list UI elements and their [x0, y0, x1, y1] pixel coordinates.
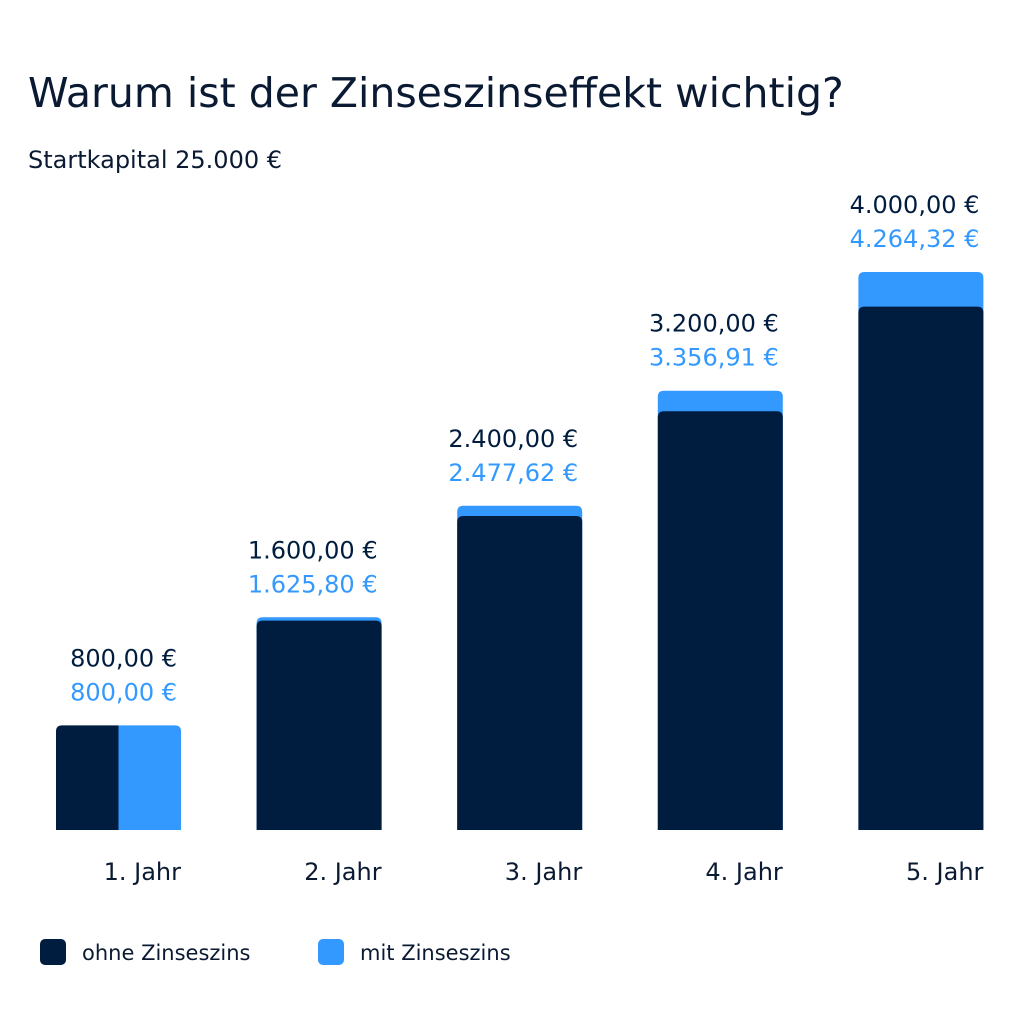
bar: [256, 620, 382, 830]
bar: [56, 725, 119, 830]
legend-swatch: [40, 939, 66, 965]
x-tick-label: 1. Jahr: [104, 858, 182, 886]
value-label: 4.264,32 €: [850, 225, 980, 253]
legend-label: mit Zinseszins: [360, 941, 511, 965]
value-label: 3.200,00 €: [649, 310, 779, 338]
value-label: 1.625,80 €: [248, 570, 378, 598]
value-label: 4.000,00 €: [850, 191, 980, 219]
x-tick-label: 3. Jahr: [505, 858, 583, 886]
legend-label: ohne Zinseszins: [82, 941, 251, 965]
x-tick-label: 2. Jahr: [304, 858, 382, 886]
chart-title: Warum ist der Zinseszinseffekt wichtig?: [28, 69, 844, 117]
value-label: 800,00 €: [70, 678, 177, 706]
x-tick-label: 5. Jahr: [906, 858, 984, 886]
bar: [657, 411, 783, 830]
value-label: 2.477,62 €: [448, 459, 578, 487]
legend-swatch: [318, 939, 344, 965]
x-tick-label: 4. Jahr: [705, 858, 783, 886]
value-label: 1.600,00 €: [248, 536, 378, 564]
value-label: 800,00 €: [70, 644, 177, 672]
value-label: 3.356,91 €: [649, 344, 779, 372]
bar: [457, 515, 583, 830]
bar: [858, 306, 984, 830]
bar: [118, 725, 181, 830]
value-label: 2.400,00 €: [448, 425, 578, 453]
chart-subtitle: Startkapital 25.000 €: [28, 146, 282, 174]
